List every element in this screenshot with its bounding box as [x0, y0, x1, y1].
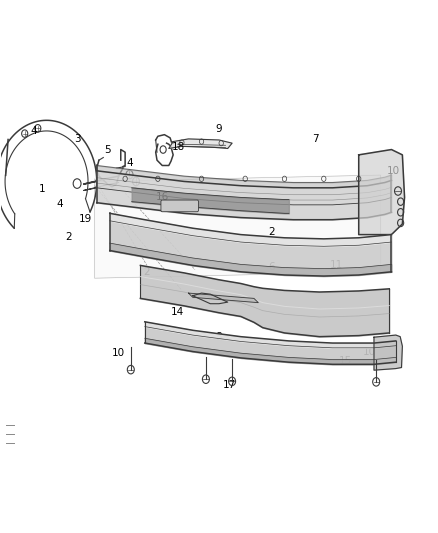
Text: 4: 4: [30, 126, 37, 136]
Text: 1: 1: [39, 184, 46, 195]
Text: 15: 15: [339, 356, 352, 366]
Text: 10: 10: [363, 346, 376, 357]
Text: 19: 19: [79, 214, 92, 224]
Text: 4: 4: [126, 158, 133, 168]
Text: 10: 10: [387, 166, 400, 176]
FancyBboxPatch shape: [161, 200, 198, 212]
Text: 4: 4: [57, 199, 63, 209]
Polygon shape: [374, 335, 403, 370]
Text: 2: 2: [144, 267, 150, 277]
Text: 6: 6: [268, 262, 275, 271]
Text: 17: 17: [223, 379, 237, 390]
Polygon shape: [359, 150, 405, 235]
Text: 5: 5: [104, 144, 111, 155]
Polygon shape: [95, 175, 381, 278]
Text: 2: 2: [65, 232, 72, 243]
Text: 8: 8: [215, 332, 223, 342]
Text: 10: 10: [112, 348, 125, 358]
Text: 3: 3: [74, 134, 81, 144]
Polygon shape: [169, 139, 232, 149]
Text: 14: 14: [171, 306, 184, 317]
Text: 11: 11: [330, 261, 343, 270]
Polygon shape: [188, 293, 258, 303]
Text: 7: 7: [312, 134, 318, 144]
Text: 16: 16: [155, 192, 169, 203]
Text: 9: 9: [215, 124, 223, 134]
Text: 18: 18: [172, 142, 185, 152]
Text: 2: 2: [268, 227, 275, 237]
